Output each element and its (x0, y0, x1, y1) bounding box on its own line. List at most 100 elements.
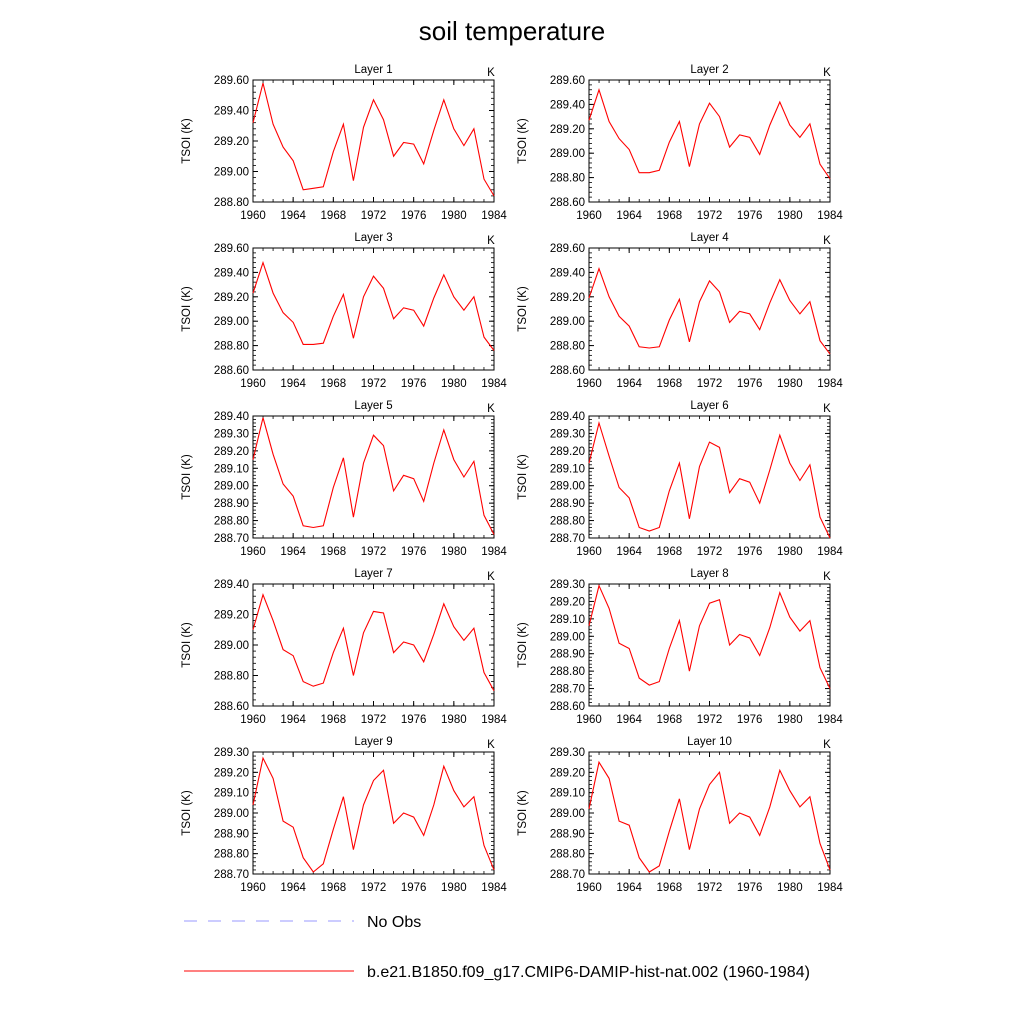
series-line (252, 417, 495, 535)
plot-frame (588, 79, 831, 203)
unit-label: K (823, 67, 831, 79)
panel-layer-1: Layer 1 K TSOI (K) 288.80 289.00 289.20 289.40… (181, 64, 507, 222)
x-tick-label: 1972 (361, 714, 387, 726)
x-tick-label: 1968 (321, 882, 347, 894)
panel-layer-3: Layer 3 K TSOI (K) 288.60 288.80 289.00 289.20… (181, 232, 507, 390)
x-tick-label: 1964 (280, 378, 306, 390)
y-tick-label: 288.90 (550, 498, 585, 510)
x-tick-label: 1960 (576, 714, 602, 726)
panel-title: Layer 10 (687, 736, 732, 748)
x-tick-label: 1972 (697, 210, 723, 222)
plot-frame (252, 247, 495, 371)
y-tick-label: 289.20 (214, 610, 249, 622)
y-tick-label: 289.00 (214, 481, 249, 493)
y-tick-label: 288.90 (214, 498, 249, 510)
x-tick-label: 1972 (361, 378, 387, 390)
plot-frame (588, 415, 831, 539)
y-tick-label: 289.30 (214, 428, 249, 440)
y-tick-label: 289.40 (550, 99, 585, 111)
x-tick-label: 1968 (321, 210, 347, 222)
x-tick-label: 1972 (697, 882, 723, 894)
y-tick-label: 289.60 (550, 243, 585, 255)
y-tick-label: 289.20 (214, 767, 249, 779)
x-tick-label: 1976 (737, 378, 763, 390)
x-tick-label: 1964 (280, 546, 306, 558)
y-tick-label: 289.20 (550, 446, 585, 458)
y-tick-label: 289.20 (550, 767, 585, 779)
panel-title: Layer 2 (690, 64, 728, 76)
x-tick-label: 1980 (777, 210, 803, 222)
panel-title: Layer 9 (354, 736, 392, 748)
x-tick-label: 1968 (657, 546, 683, 558)
legend-obs-label: No Obs (367, 914, 421, 931)
x-tick-label: 1964 (616, 546, 642, 558)
y-tick-label: 289.00 (550, 148, 585, 160)
x-tick-label: 1980 (441, 714, 467, 726)
y-tick-label: 289.60 (214, 243, 249, 255)
y-tick-label: 289.40 (214, 411, 249, 423)
panel-layer-4: Layer 4 K TSOI (K) 288.60 288.80 289.00 289.20… (517, 232, 843, 390)
y-tick-label: 288.90 (550, 649, 585, 661)
x-tick-label: 1972 (697, 714, 723, 726)
x-tick-label: 1976 (401, 210, 427, 222)
x-tick-label: 1960 (576, 546, 602, 558)
y-axis-label: TSOI (K) (181, 118, 193, 164)
y-tick-label: 288.70 (550, 869, 585, 881)
y-tick-label: 289.40 (214, 106, 249, 118)
x-tick-label: 1980 (777, 378, 803, 390)
panel-layer-8: Layer 8 K TSOI (K) 288.60 288.70 288.80 288.90… (517, 568, 843, 726)
plot-frame (588, 583, 831, 707)
x-tick-label: 1964 (616, 210, 642, 222)
y-axis-label: TSOI (K) (517, 622, 529, 668)
series-line (588, 584, 831, 689)
x-tick-label: 1980 (777, 882, 803, 894)
series-line (588, 88, 831, 180)
panel-title: Layer 7 (354, 568, 392, 580)
y-tick-label: 289.00 (550, 631, 585, 643)
x-tick-label: 1968 (657, 714, 683, 726)
x-tick-label: 1980 (441, 546, 467, 558)
x-tick-label: 1972 (697, 378, 723, 390)
x-tick-label: 1968 (657, 378, 683, 390)
x-tick-label: 1960 (576, 210, 602, 222)
x-tick-label: 1964 (280, 210, 306, 222)
y-tick-label: 288.80 (214, 516, 249, 528)
series-line (588, 420, 831, 539)
y-tick-label: 288.70 (550, 684, 585, 696)
x-tick-label: 1964 (280, 714, 306, 726)
y-tick-label: 288.60 (550, 701, 585, 713)
series-line (252, 82, 495, 197)
x-tick-label: 1984 (817, 210, 843, 222)
x-tick-label: 1980 (441, 378, 467, 390)
y-tick-label: 289.00 (214, 808, 249, 820)
y-tick-label: 288.80 (550, 341, 585, 353)
y-axis-label: TSOI (K) (517, 286, 529, 332)
x-tick-label: 1984 (817, 882, 843, 894)
x-tick-label: 1984 (481, 546, 507, 558)
series-line (252, 260, 495, 351)
x-tick-label: 1960 (240, 714, 266, 726)
x-tick-label: 1960 (240, 210, 266, 222)
panel-layer-7: Layer 7 K TSOI (K) 288.60 288.80 289.00 289.20… (181, 568, 507, 726)
y-tick-label: 289.00 (214, 640, 249, 652)
y-tick-label: 289.10 (214, 463, 249, 475)
x-tick-label: 1960 (240, 882, 266, 894)
y-tick-label: 288.80 (214, 671, 249, 683)
y-tick-label: 289.40 (550, 411, 585, 423)
plot-frame (252, 415, 495, 539)
unit-label: K (487, 235, 495, 247)
y-axis-label: TSOI (K) (517, 118, 529, 164)
y-tick-label: 288.60 (550, 365, 585, 377)
y-tick-label: 289.40 (550, 267, 585, 279)
x-tick-label: 1968 (321, 546, 347, 558)
y-tick-label: 289.00 (550, 316, 585, 328)
unit-label: K (487, 571, 495, 583)
y-tick-label: 289.20 (214, 136, 249, 148)
panel-layer-6: Layer 6 K TSOI (K) 288.70 288.80 288.90 289.00… (517, 400, 843, 558)
x-tick-label: 1976 (401, 882, 427, 894)
x-tick-label: 1984 (817, 546, 843, 558)
y-tick-label: 289.20 (550, 124, 585, 136)
y-tick-label: 289.20 (550, 292, 585, 304)
x-tick-label: 1976 (737, 714, 763, 726)
